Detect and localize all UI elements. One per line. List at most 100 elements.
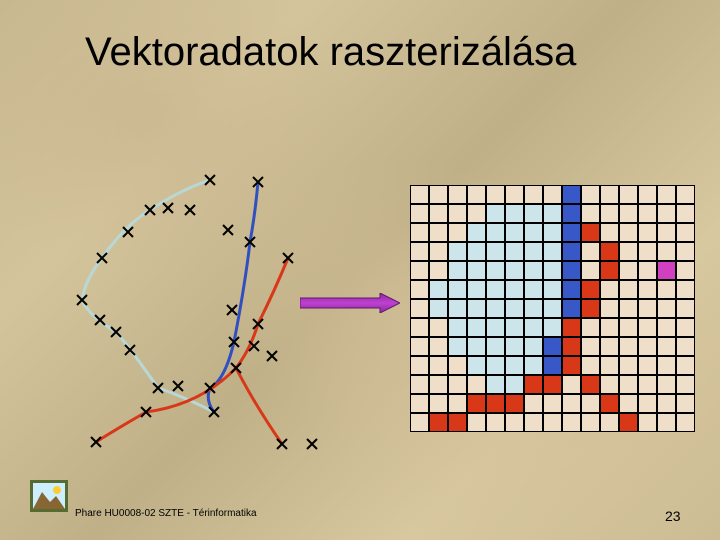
raster-cell — [600, 280, 619, 299]
raster-cell — [581, 242, 600, 261]
raster-cell — [562, 299, 581, 318]
raster-cell — [410, 337, 429, 356]
raster-cell — [505, 394, 524, 413]
raster-cell — [619, 356, 638, 375]
raster-cell — [600, 261, 619, 280]
raster-cell — [600, 375, 619, 394]
raster-cell — [562, 413, 581, 432]
raster-cell — [638, 375, 657, 394]
raster-cell — [505, 299, 524, 318]
raster-cell — [676, 299, 695, 318]
raster-cell — [638, 413, 657, 432]
raster-cell — [619, 261, 638, 280]
raster-cell — [410, 318, 429, 337]
raster-cell — [676, 204, 695, 223]
raster-cell — [619, 242, 638, 261]
raster-cell — [600, 337, 619, 356]
raster-cell — [448, 261, 467, 280]
raster-cell — [600, 185, 619, 204]
raster-cell — [467, 242, 486, 261]
raster-cell — [619, 280, 638, 299]
raster-cell — [600, 204, 619, 223]
raster-cell — [524, 318, 543, 337]
raster-cell — [638, 261, 657, 280]
raster-cell — [467, 299, 486, 318]
raster-cell — [505, 318, 524, 337]
raster-cell — [448, 280, 467, 299]
raster-cell — [638, 204, 657, 223]
raster-cell — [467, 280, 486, 299]
raster-cell — [581, 337, 600, 356]
raster-cell — [429, 242, 448, 261]
raster-cell — [600, 413, 619, 432]
raster-cell — [562, 337, 581, 356]
raster-cell — [448, 413, 467, 432]
raster-cell — [410, 242, 429, 261]
raster-cell — [410, 394, 429, 413]
raster-cell — [657, 337, 676, 356]
raster-cell — [581, 394, 600, 413]
raster-cell — [581, 299, 600, 318]
raster-cell — [524, 413, 543, 432]
page-number: 23 — [665, 508, 681, 524]
raster-cell — [562, 375, 581, 394]
raster-cell — [600, 299, 619, 318]
raster-cell — [543, 185, 562, 204]
raster-cell — [657, 242, 676, 261]
raster-cell — [486, 318, 505, 337]
raster-cell — [429, 356, 448, 375]
raster-grid — [410, 185, 695, 432]
raster-cell — [505, 356, 524, 375]
raster-cell — [448, 356, 467, 375]
raster-cell — [638, 280, 657, 299]
raster-cell — [543, 394, 562, 413]
raster-cell — [676, 375, 695, 394]
raster-cell — [543, 299, 562, 318]
raster-cell — [486, 356, 505, 375]
raster-cell — [486, 242, 505, 261]
raster-cell — [486, 280, 505, 299]
raster-cell — [619, 223, 638, 242]
raster-cell — [581, 375, 600, 394]
raster-cell — [638, 356, 657, 375]
raster-cell — [657, 223, 676, 242]
raster-cell — [638, 223, 657, 242]
raster-cell — [505, 280, 524, 299]
raster-cell — [619, 337, 638, 356]
raster-cell — [581, 204, 600, 223]
raster-cell — [562, 280, 581, 299]
raster-cell — [429, 337, 448, 356]
page-title: Vektoradatok raszterizálása — [85, 30, 576, 75]
raster-cell — [429, 185, 448, 204]
raster-cell — [676, 185, 695, 204]
raster-cell — [524, 223, 543, 242]
raster-cell — [657, 318, 676, 337]
raster-cell — [467, 337, 486, 356]
raster-cell — [581, 185, 600, 204]
logo-icon — [30, 480, 68, 512]
raster-cell — [638, 242, 657, 261]
raster-cell — [410, 413, 429, 432]
raster-cell — [467, 375, 486, 394]
raster-cell — [524, 356, 543, 375]
raster-cell — [581, 280, 600, 299]
raster-cell — [505, 185, 524, 204]
raster-cell — [524, 337, 543, 356]
raster-cell — [505, 337, 524, 356]
raster-cell — [467, 261, 486, 280]
raster-cell — [619, 318, 638, 337]
arrow-icon — [300, 293, 400, 313]
raster-cell — [448, 394, 467, 413]
raster-cell — [429, 299, 448, 318]
raster-cell — [600, 394, 619, 413]
raster-cell — [676, 394, 695, 413]
raster-cell — [638, 185, 657, 204]
raster-cell — [676, 280, 695, 299]
raster-cell — [638, 299, 657, 318]
raster-cell — [657, 413, 676, 432]
raster-cell — [467, 318, 486, 337]
raster-cell — [410, 299, 429, 318]
raster-cell — [676, 413, 695, 432]
raster-cell — [524, 242, 543, 261]
raster-cell — [562, 185, 581, 204]
